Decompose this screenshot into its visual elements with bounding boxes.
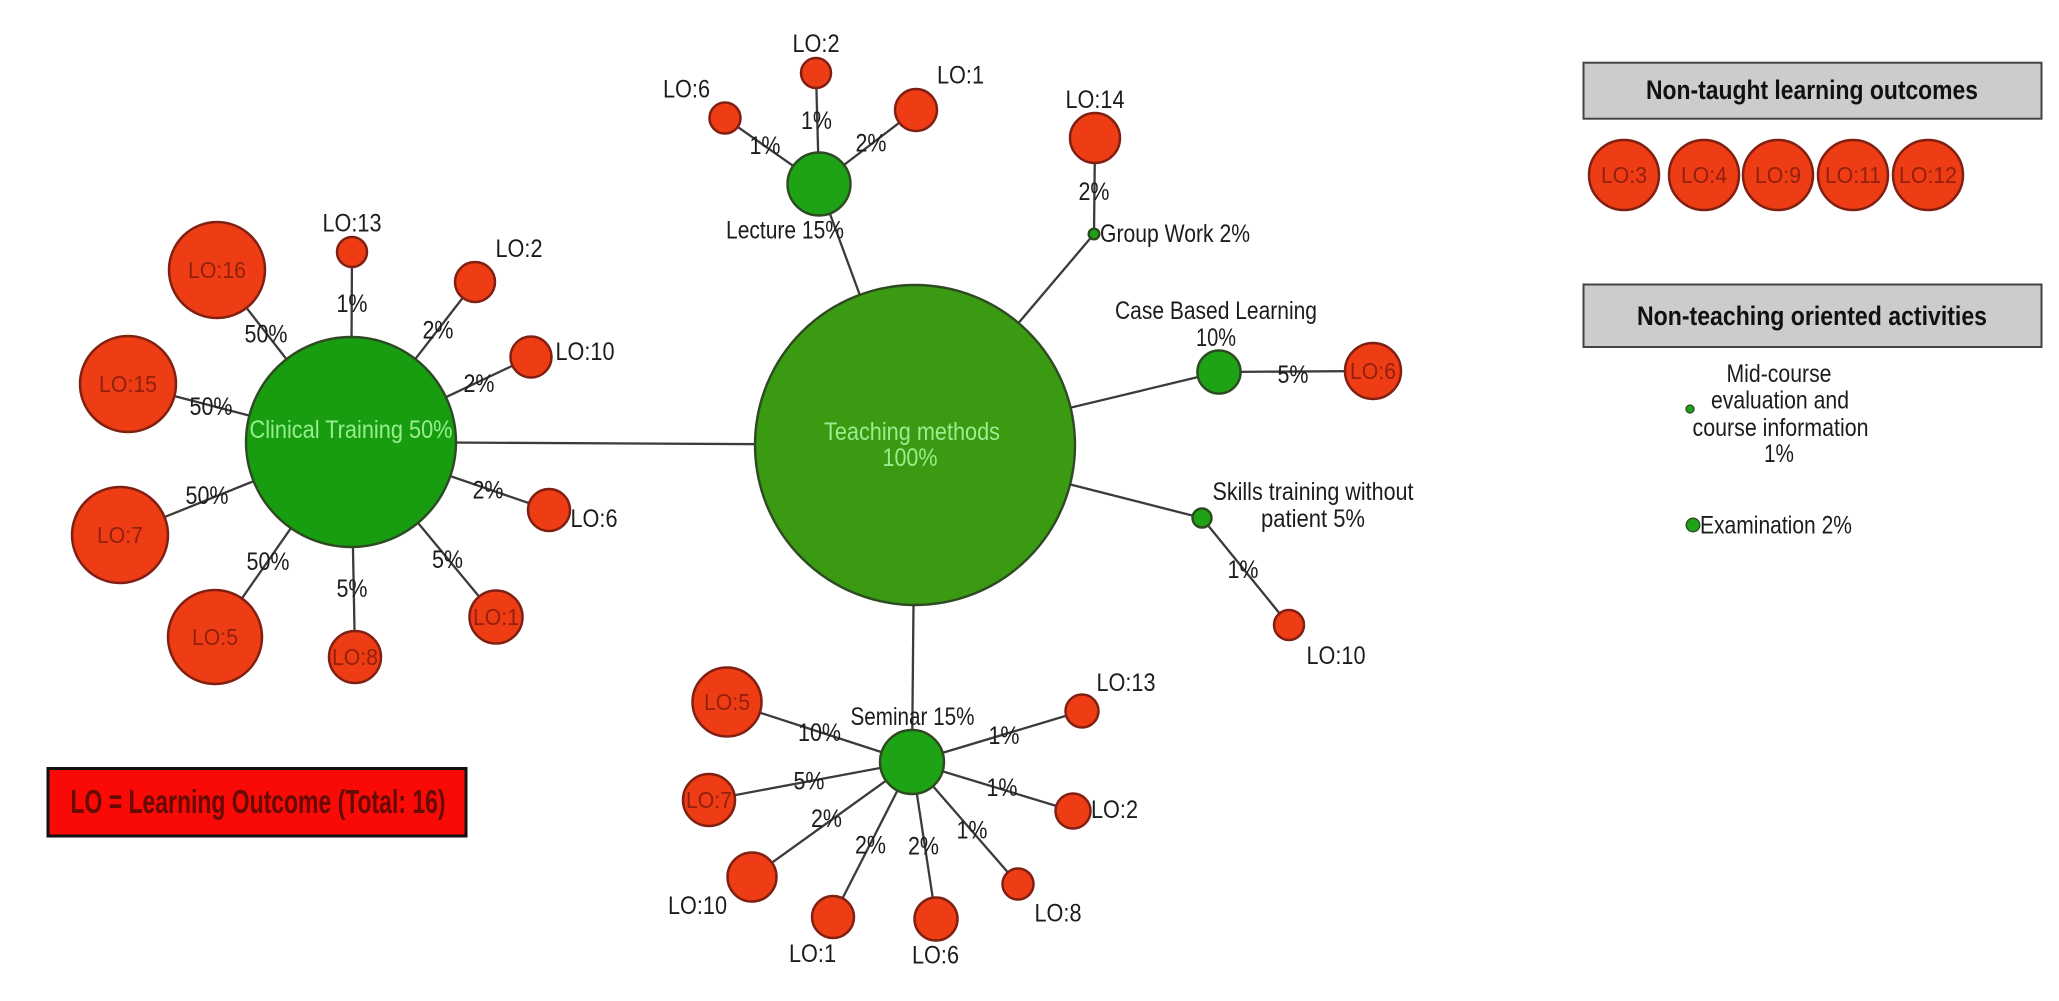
svg-text:LO:8: LO:8 <box>332 644 378 670</box>
svg-text:LO:1: LO:1 <box>789 940 836 968</box>
svg-text:LO:11: LO:11 <box>1825 162 1881 188</box>
svg-text:1%: 1% <box>337 290 368 318</box>
svg-text:Seminar 15%: Seminar 15% <box>851 703 975 731</box>
svg-text:50%: 50% <box>190 393 233 421</box>
svg-text:evaluation and: evaluation and <box>1711 387 1849 415</box>
svg-text:2%: 2% <box>423 317 454 345</box>
svg-text:Group Work 2%: Group Work 2% <box>1100 220 1250 248</box>
svg-text:2%: 2% <box>811 805 842 833</box>
svg-text:LO:12: LO:12 <box>1899 162 1957 188</box>
svg-text:Non-taught learning outcomes: Non-taught learning outcomes <box>1646 75 1978 105</box>
svg-text:1%: 1% <box>801 107 832 135</box>
svg-text:50%: 50% <box>245 321 288 349</box>
svg-text:5%: 5% <box>432 546 463 574</box>
svg-text:LO:6: LO:6 <box>571 505 618 533</box>
svg-text:LO:7: LO:7 <box>686 787 732 813</box>
svg-text:LO:2: LO:2 <box>1091 796 1138 824</box>
svg-text:1%: 1% <box>957 817 988 845</box>
svg-text:LO:9: LO:9 <box>1755 162 1801 188</box>
svg-text:1%: 1% <box>1764 440 1794 468</box>
svg-text:LO:5: LO:5 <box>704 689 750 715</box>
svg-text:50%: 50% <box>247 548 290 576</box>
svg-text:2%: 2% <box>856 130 887 158</box>
svg-text:course information: course information <box>1693 414 1869 442</box>
svg-text:LO:4: LO:4 <box>1681 162 1727 188</box>
svg-text:5%: 5% <box>794 768 825 796</box>
svg-text:LO:5: LO:5 <box>192 624 238 650</box>
svg-text:LO = Learning Outcome (Total:: LO = Learning Outcome (Total: 16) <box>71 783 446 820</box>
svg-text:LO:1: LO:1 <box>473 604 519 630</box>
svg-text:LO:6: LO:6 <box>912 942 959 970</box>
svg-text:2%: 2% <box>908 833 939 861</box>
svg-text:LO:2: LO:2 <box>496 235 543 263</box>
svg-text:LO:8: LO:8 <box>1035 900 1082 928</box>
svg-text:patient 5%: patient 5% <box>1261 505 1365 533</box>
svg-text:LO:1: LO:1 <box>937 62 984 90</box>
svg-text:2%: 2% <box>855 832 886 860</box>
svg-text:LO:13: LO:13 <box>1097 669 1156 697</box>
svg-text:LO:10: LO:10 <box>668 892 727 920</box>
svg-text:Lecture 15%: Lecture 15% <box>726 217 844 245</box>
svg-text:2%: 2% <box>464 370 495 398</box>
svg-text:LO:3: LO:3 <box>1601 162 1647 188</box>
svg-text:1%: 1% <box>987 774 1018 802</box>
svg-text:LO:10: LO:10 <box>1307 642 1366 670</box>
svg-text:LO:6: LO:6 <box>1350 358 1396 384</box>
svg-text:LO:16: LO:16 <box>188 257 246 283</box>
svg-text:100%: 100% <box>883 444 938 472</box>
svg-text:LO:7: LO:7 <box>97 522 143 548</box>
svg-text:LO:13: LO:13 <box>323 210 382 238</box>
svg-text:5%: 5% <box>337 575 368 603</box>
svg-text:Case Based Learning: Case Based Learning <box>1115 297 1317 325</box>
svg-text:Mid-course: Mid-course <box>1727 360 1832 388</box>
svg-text:LO:2: LO:2 <box>793 30 840 58</box>
svg-text:LO:14: LO:14 <box>1066 86 1125 114</box>
svg-text:Teaching methods: Teaching methods <box>824 418 1000 446</box>
svg-text:10%: 10% <box>1196 324 1236 352</box>
svg-text:LO:15: LO:15 <box>99 371 157 397</box>
svg-text:2%: 2% <box>1079 178 1110 206</box>
svg-text:1%: 1% <box>989 722 1020 750</box>
svg-text:50%: 50% <box>186 482 229 510</box>
svg-text:10%: 10% <box>798 719 841 747</box>
svg-text:LO:10: LO:10 <box>556 338 615 366</box>
svg-text:1%: 1% <box>1228 556 1259 584</box>
svg-text:Non-teaching oriented activiti: Non-teaching oriented activities <box>1637 301 1987 331</box>
svg-text:Clinical Training 50%: Clinical Training 50% <box>250 416 453 444</box>
svg-text:Skills training without: Skills training without <box>1213 478 1414 506</box>
svg-text:LO:6: LO:6 <box>663 76 710 104</box>
svg-text:Examination 2%: Examination 2% <box>1700 512 1852 540</box>
svg-text:5%: 5% <box>1278 361 1309 389</box>
svg-text:2%: 2% <box>473 477 504 505</box>
svg-text:1%: 1% <box>750 132 781 160</box>
